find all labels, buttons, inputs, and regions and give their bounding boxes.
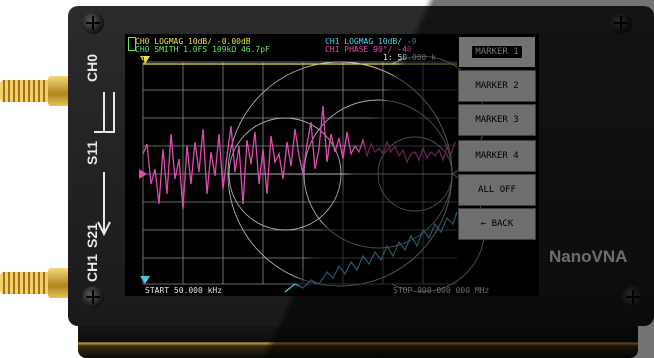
screw-icon xyxy=(610,12,632,34)
stop-frequency: STOP 900.000 000 MHz xyxy=(393,286,490,295)
menu-marker-4-button[interactable]: MARKER 4 xyxy=(458,140,536,172)
start-frequency: START 50.000 kHz xyxy=(145,286,223,295)
screw-icon xyxy=(622,286,644,308)
signal-path-arrow-icon xyxy=(94,92,115,237)
marker-number: 1 xyxy=(141,56,146,64)
menu-marker-2-button[interactable]: MARKER 2 xyxy=(458,70,536,102)
menu-back-button[interactable]: ← BACK xyxy=(458,208,536,240)
marker-readout: 1: 50.000 k xyxy=(383,53,436,62)
menu-marker-1-button[interactable]: MARKER 1 xyxy=(458,36,536,68)
smith-chart xyxy=(227,55,486,293)
trace-ch1-phase xyxy=(142,105,456,210)
ch1-sma-connector xyxy=(0,266,70,300)
menu-all-off-button[interactable]: ALL OFF xyxy=(458,174,536,206)
brand-logo: NanoVNA xyxy=(549,247,628,266)
screw-icon xyxy=(82,12,104,34)
trace-1-label: CH0 SMITH 1.0FS 109kΩ 46.7pF xyxy=(135,45,270,54)
ch0-sma-connector xyxy=(0,74,70,108)
marker-menu: MARKER 1 MARKER 2 MARKER 3 MARKER 4 ALL … xyxy=(458,36,538,280)
menu-marker-3-button[interactable]: MARKER 3 xyxy=(458,104,536,136)
marker-1-bottom-icon xyxy=(140,276,150,284)
battery-icon xyxy=(128,37,136,51)
